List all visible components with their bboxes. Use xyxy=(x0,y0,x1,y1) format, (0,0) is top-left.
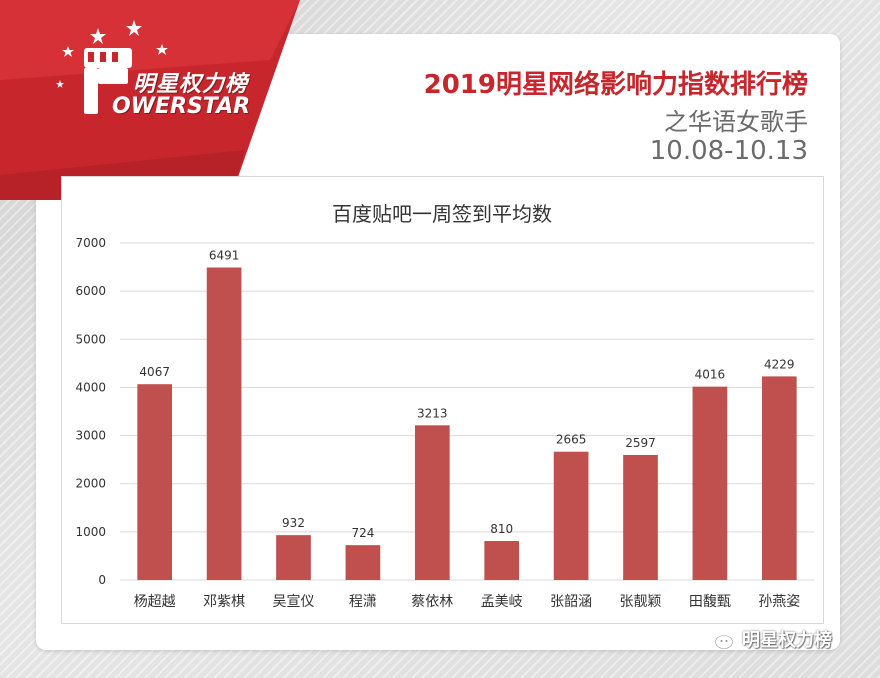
x-tick-label: 孟美岐 xyxy=(481,594,523,610)
date-range: 10.08-10.13 xyxy=(649,136,808,166)
y-tick-label: 1000 xyxy=(75,525,106,539)
bar xyxy=(414,425,450,580)
y-tick-label: 2000 xyxy=(75,477,106,491)
y-tick-label: 4000 xyxy=(75,380,106,394)
data-label: 6491 xyxy=(209,249,240,263)
bar xyxy=(623,454,658,580)
y-tick-label: 0 xyxy=(98,573,106,587)
data-label: 4229 xyxy=(764,357,795,371)
x-axis: 杨超越 邓紫棋 吴宣仪 程潇 蔡依林 孟美岐 张韶涵 张靓颖 田馥甄 孙燕姿 xyxy=(134,593,801,610)
stars-decoration xyxy=(56,20,168,88)
bar xyxy=(206,267,242,580)
bar xyxy=(276,535,311,580)
bar-chart: 百度贴吧一周签到平均数 0 1000 2000 3000 4000 5000 6000 700… xyxy=(75,202,814,610)
data-label: 724 xyxy=(351,526,374,540)
x-tick-label: 蔡依林 xyxy=(411,594,453,610)
y-tick-label: 3000 xyxy=(75,429,106,443)
chart-title: 百度贴吧一周签到平均数 xyxy=(332,202,552,226)
data-label: 3213 xyxy=(417,406,448,420)
x-tick-label: 张韶涵 xyxy=(550,594,592,610)
logo-chinese: 明星权力榜 xyxy=(133,72,249,97)
data-label: 932 xyxy=(282,516,305,530)
y-tick-label: 7000 xyxy=(75,236,106,250)
y-tick-label: 5000 xyxy=(75,332,106,346)
x-tick-label: 杨超越 xyxy=(134,594,176,610)
bar xyxy=(692,386,728,580)
page-subtitle: 之华语女歌手 xyxy=(664,108,808,136)
x-tick-label: 孙燕姿 xyxy=(758,594,800,610)
y-axis: 0 1000 2000 3000 4000 5000 6000 7000 xyxy=(75,236,106,587)
data-label: 2597 xyxy=(625,436,656,450)
page-title: 2019明星网络影响力指数排行榜 xyxy=(423,70,808,100)
watermark-text: 明星权力榜 xyxy=(742,630,832,651)
y-tick-label: 6000 xyxy=(75,284,106,298)
data-label: 4067 xyxy=(139,365,170,379)
bar xyxy=(137,384,173,580)
logo-english: OWERSTAR xyxy=(112,94,251,119)
data-label: 2665 xyxy=(556,433,587,447)
bars xyxy=(137,267,797,580)
x-tick-label: 张靓颖 xyxy=(620,594,662,610)
x-tick-label: 邓紫棋 xyxy=(203,594,245,610)
data-label: 810 xyxy=(490,522,513,536)
wechat-icon xyxy=(703,628,733,649)
bar xyxy=(761,376,797,580)
data-labels: 4067 6491 932 724 3213 810 2665 2597 4016 4229 xyxy=(139,249,794,541)
x-tick-label: 吴宣仪 xyxy=(273,594,315,610)
bar xyxy=(553,451,589,580)
x-tick-label: 田馥甄 xyxy=(689,593,731,610)
bar xyxy=(345,545,381,580)
fist-logo-icon xyxy=(84,48,132,114)
x-tick-label: 程潇 xyxy=(349,594,377,610)
chart-container: 百度贴吧一周签到平均数 0 1000 2000 3000 4000 5000 6000 700… xyxy=(61,176,824,624)
data-label: 4016 xyxy=(695,368,726,382)
bar xyxy=(484,541,520,580)
